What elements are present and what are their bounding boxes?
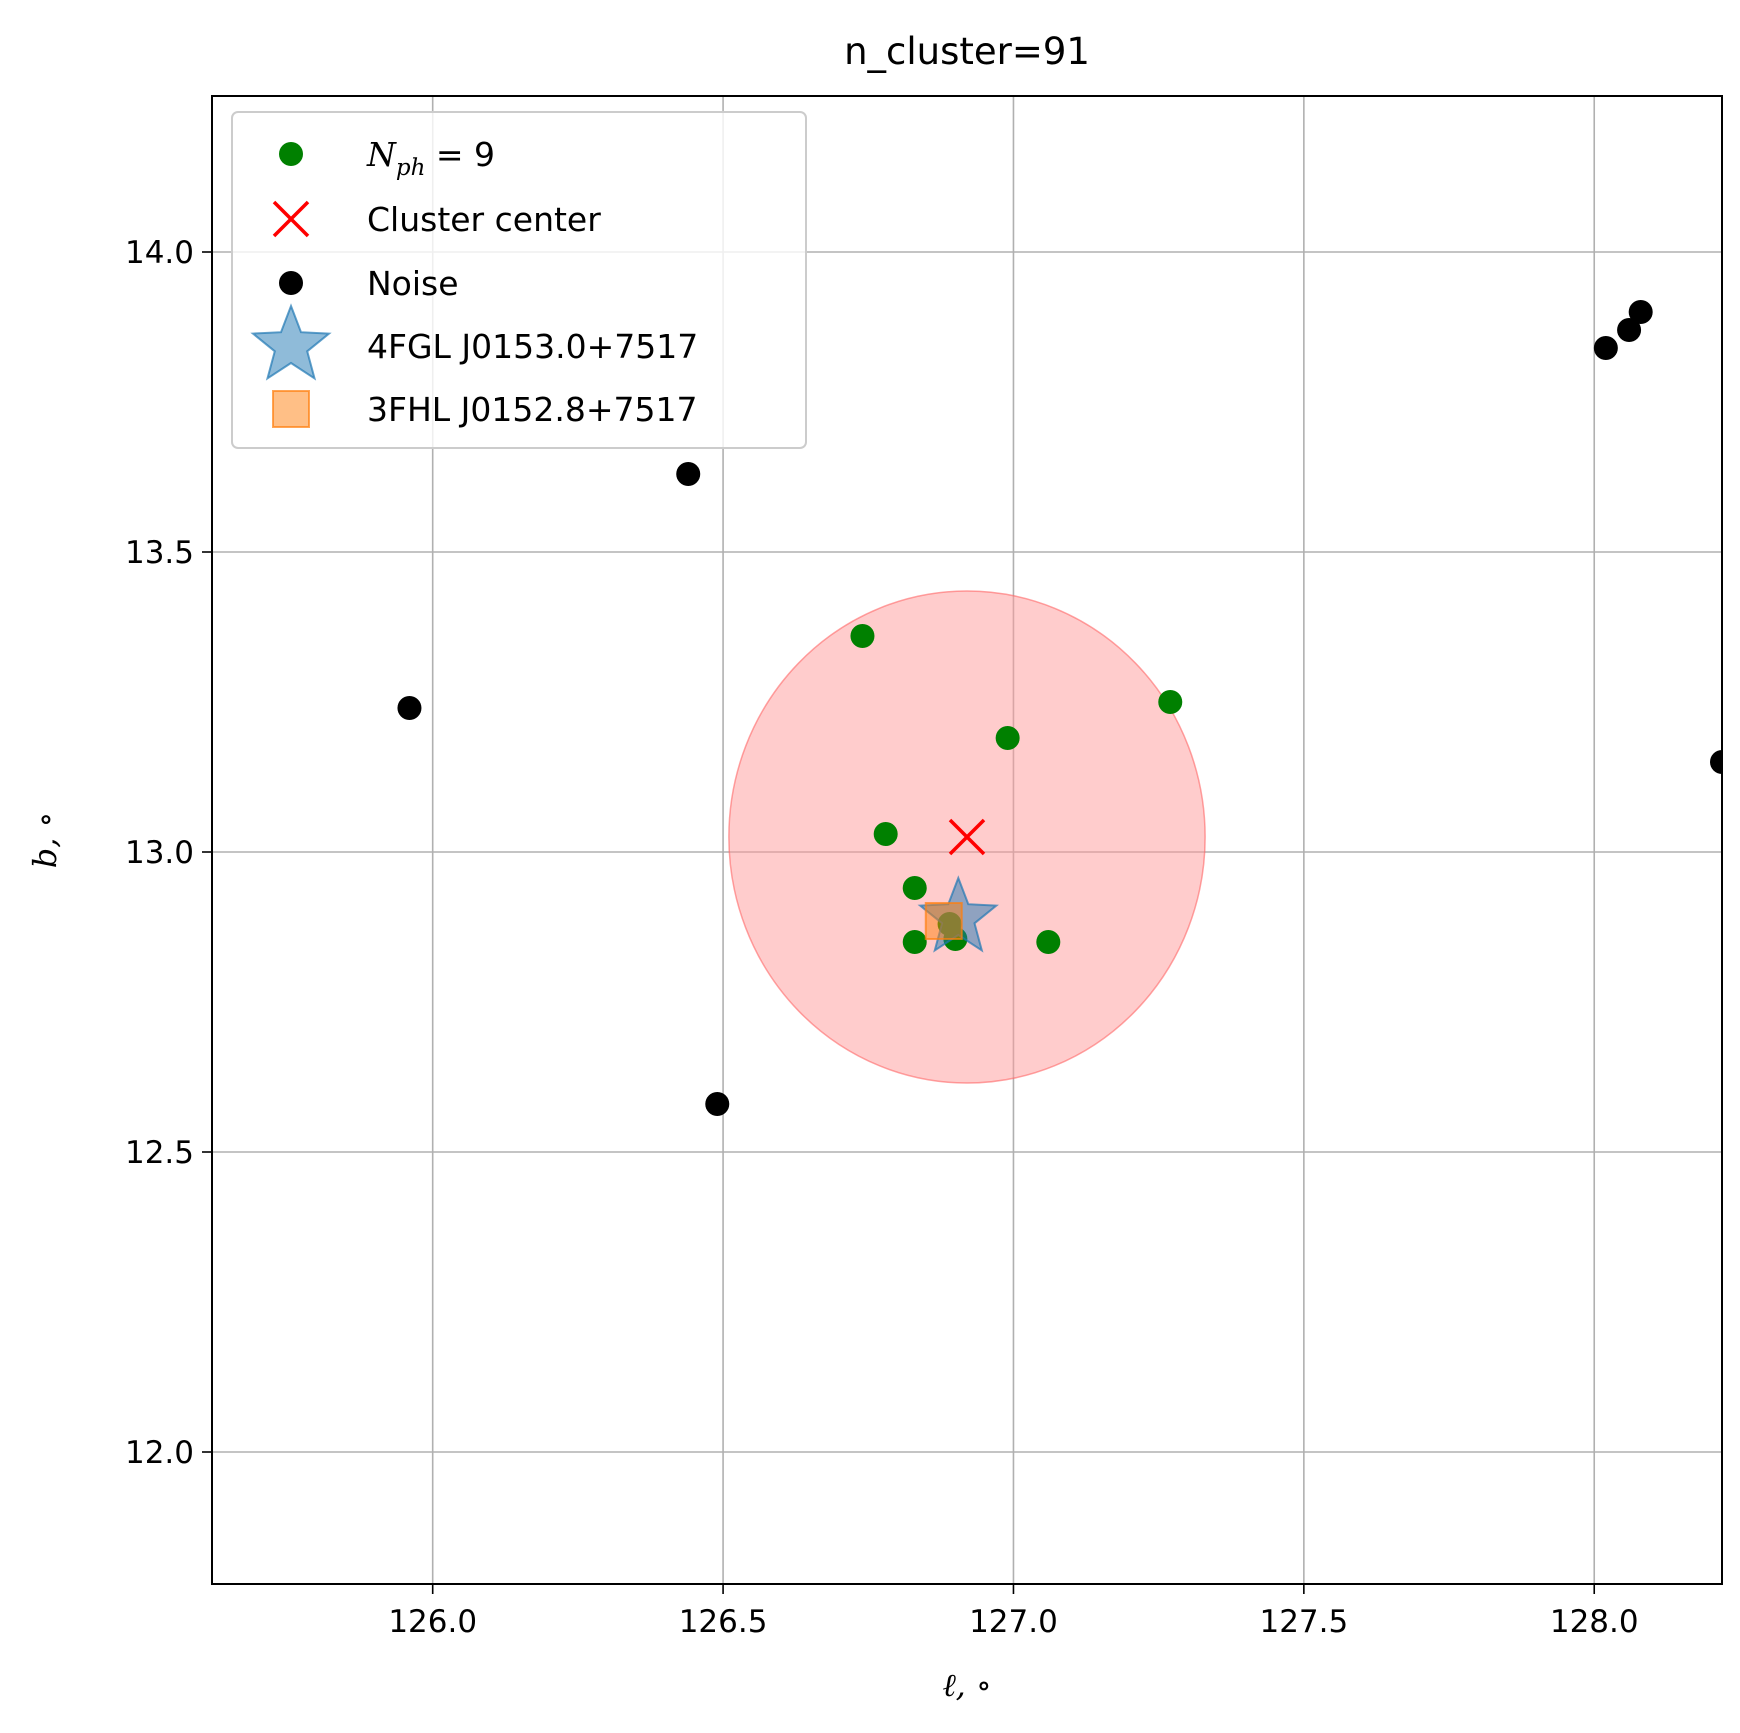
legend-label: Nph = 9 [366, 135, 495, 181]
noise-point [1710, 750, 1722, 774]
noise-point [1593, 336, 1618, 360]
noise-point [705, 1092, 730, 1116]
x-axis-label: ℓ, ∘ [942, 1666, 991, 1704]
chart-title: n_cluster=91 [844, 30, 1090, 73]
y-tick-label: 14.0 [125, 235, 194, 271]
cluster-point [902, 876, 927, 900]
noise-point [1628, 300, 1653, 324]
y-tick-label: 13.5 [125, 535, 194, 571]
legend-noise-point [279, 271, 303, 295]
legend-label: Noise [367, 264, 459, 303]
cluster-point [902, 930, 927, 954]
x-tick-label: 127.0 [969, 1604, 1058, 1640]
source-3fhl-marker [924, 902, 963, 940]
x-tick-label: 126.0 [388, 1604, 477, 1640]
noise-point [397, 696, 422, 720]
data-points [397, 300, 1722, 1116]
center-x-stroke [948, 818, 986, 856]
legend-box [231, 111, 807, 449]
legend-label: 3FHL J0152.8+7517 [367, 390, 698, 429]
y-tick-label: 13.0 [125, 835, 194, 871]
cluster-center-marker [948, 818, 986, 856]
axis-ticks: 126.0 126.5 127.0 127.5 128.0 12.0 12.5 13.0 13.… [125, 235, 1639, 1640]
noise-point [676, 462, 701, 486]
legend-source-4fgl-marker [250, 303, 332, 381]
legend-source-3fhl-marker [272, 390, 310, 428]
y-tick-label: 12.5 [125, 1135, 194, 1171]
x-tick-label: 126.5 [679, 1604, 768, 1640]
x-tick-label: 127.5 [1259, 1604, 1348, 1640]
legend-cluster-point [279, 142, 303, 166]
cluster-point [850, 624, 875, 648]
legend: Nph = 9 Cluster center Noise 4FGL J0153.0+7… [231, 111, 807, 449]
cluster-point [995, 726, 1020, 750]
legend-cluster-center-marker [272, 200, 310, 238]
y-axis-label: b, ∘ [26, 812, 64, 869]
cluster-point [1036, 930, 1061, 954]
noise-point [1617, 318, 1642, 342]
y-tick-label: 12.0 [125, 1435, 194, 1471]
center-x-stroke [272, 200, 310, 238]
plot-frame [211, 95, 1723, 1585]
legend-label: Cluster center [367, 200, 601, 239]
legend-label: 4FGL J0153.0+7517 [367, 327, 698, 366]
cluster-point [1158, 690, 1183, 714]
cluster-point [873, 822, 898, 846]
x-tick-label: 128.0 [1550, 1604, 1639, 1640]
